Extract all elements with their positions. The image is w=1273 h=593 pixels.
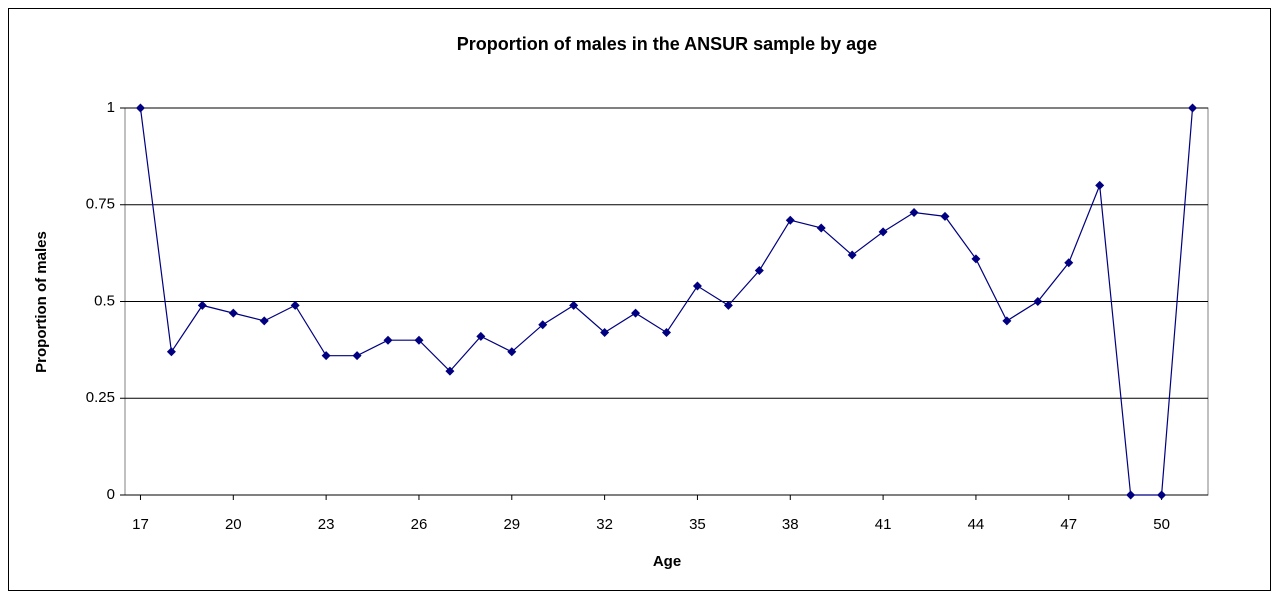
data-point — [166, 347, 176, 357]
data-point — [414, 335, 424, 345]
y-axis-title: Proportion of males — [33, 231, 50, 373]
data-point — [538, 320, 548, 330]
y-tick-label: 0.5 — [94, 292, 115, 309]
x-tick-label: 35 — [689, 516, 706, 533]
x-tick-label: 29 — [503, 516, 520, 533]
data-point — [569, 300, 579, 310]
data-point — [1095, 180, 1105, 190]
data-point — [723, 300, 733, 310]
data-point — [816, 223, 826, 233]
x-tick-label: 41 — [875, 516, 892, 533]
y-tick-label: 0.75 — [86, 196, 115, 213]
data-point — [1002, 316, 1012, 326]
data-point — [785, 215, 795, 225]
data-point — [476, 331, 486, 341]
x-tick-label: 26 — [411, 516, 428, 533]
data-point — [197, 300, 207, 310]
data-point — [1033, 297, 1043, 306]
x-tick-label: 23 — [318, 516, 335, 533]
data-point — [321, 351, 331, 361]
data-point — [754, 266, 764, 276]
chart-border — [8, 8, 1271, 591]
x-tick-label: 44 — [968, 516, 985, 533]
data-point — [290, 300, 300, 310]
data-point — [600, 327, 610, 337]
x-axis-title: Age — [653, 553, 681, 570]
data-point — [259, 316, 269, 326]
x-tick-label: 32 — [596, 516, 613, 533]
chart-title: Proportion of males in the ANSUR sample … — [457, 34, 877, 54]
x-tick-label: 20 — [225, 516, 242, 533]
x-tick-label: 38 — [782, 516, 799, 533]
data-point — [692, 281, 702, 291]
x-tick-label: 17 — [132, 516, 149, 533]
data-point — [352, 351, 362, 361]
data-point — [662, 327, 671, 337]
y-tick-label: 0.25 — [86, 389, 115, 406]
data-point — [940, 211, 950, 221]
data-point — [847, 250, 857, 260]
data-point — [507, 347, 517, 357]
data-point — [445, 366, 455, 376]
data-point — [1157, 490, 1167, 500]
data-point — [1126, 490, 1136, 500]
x-tick-label: 47 — [1060, 516, 1077, 533]
data-point — [135, 103, 145, 113]
data-point — [631, 308, 641, 318]
data-point — [971, 254, 981, 264]
x-tick-label: 50 — [1153, 516, 1170, 533]
y-tick-label: 0 — [107, 486, 115, 503]
data-point — [1188, 103, 1198, 113]
y-tick-label: 1 — [107, 99, 115, 116]
data-point — [1064, 258, 1074, 268]
data-point — [383, 335, 393, 345]
data-point — [909, 207, 919, 217]
data-point — [228, 308, 238, 318]
data-point — [878, 227, 888, 237]
